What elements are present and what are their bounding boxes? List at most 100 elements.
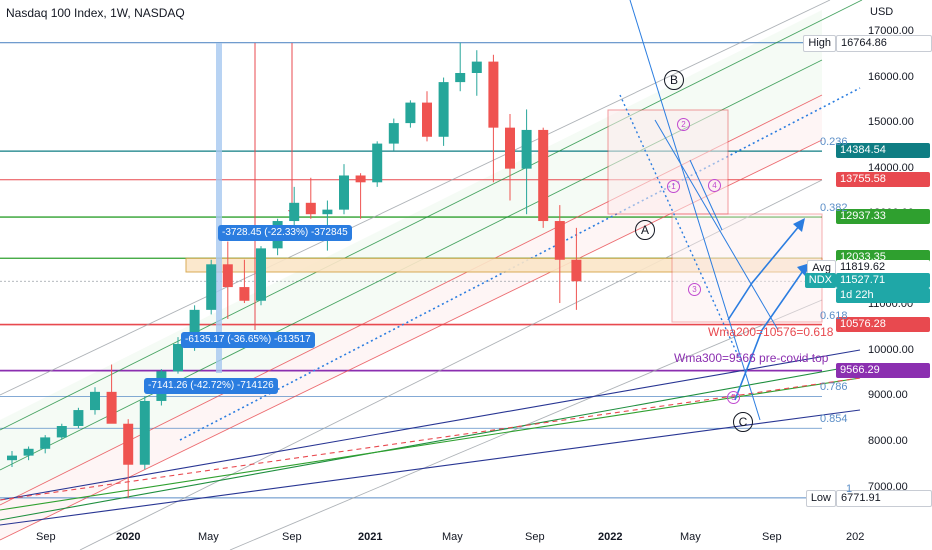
fan-line: [0, 409, 861, 526]
candle-body: [305, 202, 316, 215]
candle-body: [173, 344, 183, 372]
candle-body: [23, 448, 34, 456]
fib-level-label: 0.854: [820, 413, 848, 426]
projection-line: [689, 159, 723, 231]
subwave-label-5: 5: [727, 391, 740, 404]
channel-line: [0, 0, 831, 396]
candle-body: [222, 264, 233, 288]
candle-body: [438, 82, 449, 137]
price-tag-value: 16764.86: [836, 34, 932, 52]
candle-body: [106, 391, 117, 424]
y-tick-label: 9000.00: [868, 389, 908, 402]
x-tick-label: 202: [846, 531, 865, 543]
y-tick-label: 16000.00: [868, 70, 914, 83]
price-tag-label: High: [803, 34, 836, 52]
candle-body: [554, 221, 565, 260]
fan-line: [0, 349, 861, 501]
candle-body: [355, 175, 366, 183]
x-tick-label: 2022: [598, 531, 623, 543]
y-tick-label: 7000.00: [868, 480, 908, 493]
y-tick-label: 14000.00: [868, 161, 914, 174]
candle-body: [322, 209, 333, 215]
candle-body: [189, 309, 200, 345]
candle-body: [56, 426, 67, 438]
price-tag-value: 12937.33: [836, 209, 930, 225]
subwave-label-2: 2: [677, 118, 690, 131]
projection-line: [629, 0, 761, 421]
y-tick-label: 10000.00: [868, 343, 914, 356]
subwave-label-1: 1: [667, 180, 680, 193]
y-tick-label: 17000.00: [868, 25, 914, 37]
wave-label-a: A: [635, 220, 655, 240]
x-tick-label: May: [442, 531, 463, 543]
price-tag-countdown: 1d 22h: [836, 288, 930, 304]
measure-label-1[interactable]: -3728.45 (-22.33%) -372845: [218, 225, 352, 241]
price-tag-value: 13755.58: [836, 171, 930, 187]
arrow-up-1: [727, 224, 801, 321]
price-tag-value: 14384.54: [836, 143, 930, 159]
box-bottom: [671, 213, 823, 323]
fan-line: [0, 377, 861, 511]
candle-body: [372, 143, 383, 183]
channel-line: [79, 179, 823, 550]
wave-label-c: C: [733, 412, 753, 432]
candle-body: [521, 129, 532, 169]
x-tick-label: 2021: [358, 531, 383, 543]
candle-body: [40, 437, 51, 449]
candle-body: [339, 175, 349, 210]
channel-line: [0, 0, 863, 431]
candle-body: [388, 123, 399, 144]
x-tick-label: Sep: [36, 531, 56, 543]
wave-label-b: B: [664, 70, 684, 90]
x-tick-label: 2020: [116, 531, 141, 543]
price-tag-value: 6771.91: [836, 489, 932, 507]
x-tick-label: Sep: [762, 531, 782, 543]
candle-body: [73, 410, 84, 427]
candle-body: [256, 248, 266, 301]
candle-body: [206, 264, 217, 310]
fib-level-label: 1: [846, 482, 853, 495]
projection-line: [654, 119, 779, 331]
x-tick-label: May: [198, 531, 219, 543]
measure-bar-blue: [216, 43, 222, 373]
fib-level-label: 0.618: [820, 309, 848, 322]
x-tick-label: Sep: [525, 531, 545, 543]
subwave-label-3: 3: [688, 283, 701, 296]
fan-line: [0, 364, 861, 521]
measure-label-2[interactable]: -6135.17 (-36.65%) -613517: [181, 332, 315, 348]
measure-label-3[interactable]: -7141.26 (-42.72%) -714126: [144, 378, 278, 394]
x-tick-label: May: [680, 531, 701, 543]
arrow-up-2: [734, 267, 806, 401]
price-tag-value: 11819.62: [836, 259, 930, 275]
candle-body: [571, 259, 582, 282]
subwave-label-4: 4: [708, 179, 721, 192]
y-tick-label: 15000.00: [868, 116, 914, 129]
candle-body: [7, 455, 17, 461]
price-tag-value: 11527.71: [836, 273, 930, 289]
fib-level-label: 0.236: [820, 136, 848, 149]
fan-line: [0, 377, 861, 501]
arrow-head-1: [793, 218, 805, 232]
candle-body: [139, 400, 150, 465]
wma300-note: Wma300=9566 pre-covid top: [674, 351, 829, 365]
fib-level-label: 0.786: [820, 381, 848, 394]
candle-body: [538, 129, 549, 222]
wma200-note: Wma200=10576=0.618: [708, 325, 834, 339]
candle-body: [455, 72, 466, 83]
price-tag-label: NDX: [804, 273, 836, 289]
box-top: [607, 109, 729, 215]
fib-level-label: 0.382: [820, 202, 848, 215]
price-tag-value: 10576.28: [836, 316, 930, 332]
projection-line: [619, 94, 741, 361]
y-tick-label: 8000.00: [868, 434, 908, 447]
price-tag-value: 9566.29: [836, 362, 930, 378]
x-tick-label: Sep: [282, 531, 302, 543]
candle-body: [123, 423, 134, 465]
chart-title: Nasdaq 100 Index, 1W, NASDAQ: [6, 6, 185, 20]
candle-body: [505, 127, 515, 169]
candle-body: [422, 102, 432, 137]
candle-body: [471, 61, 482, 73]
price-tag-label: Low: [805, 489, 836, 507]
